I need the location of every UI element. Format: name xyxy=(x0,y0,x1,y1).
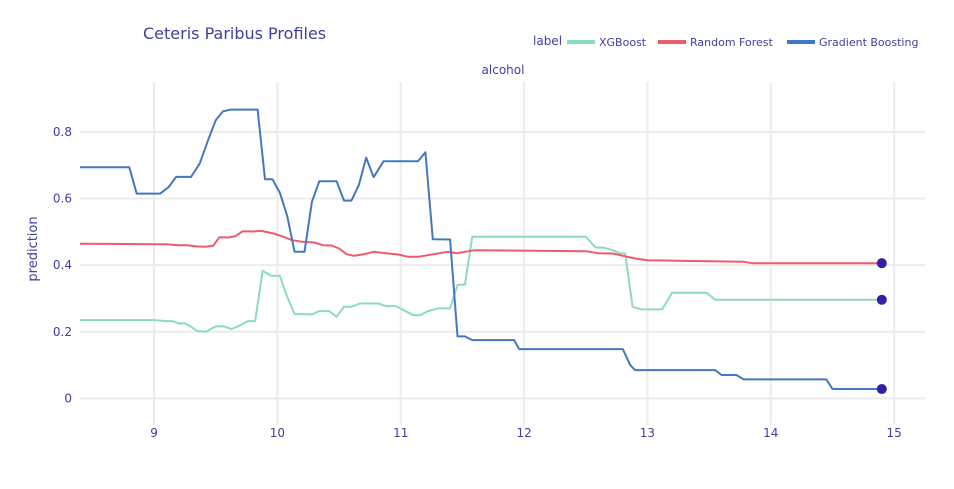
chart-title: Ceteris Paribus Profiles xyxy=(143,24,326,43)
end-marker xyxy=(876,384,887,395)
end-marker xyxy=(876,258,887,269)
grid xyxy=(80,82,925,425)
legend-item[interactable]: XGBoost xyxy=(567,36,647,49)
x-tick-label: 15 xyxy=(887,426,902,440)
x-tick-label: 10 xyxy=(270,426,285,440)
series-line xyxy=(80,108,882,390)
panel-title: alcohol xyxy=(482,63,525,77)
series-line xyxy=(80,235,882,333)
x-tick-label: 13 xyxy=(640,426,655,440)
y-axis: 0 0.2 0.4 0.6 0.8 xyxy=(53,125,72,405)
series-line xyxy=(79,229,882,265)
legend-item[interactable]: Gradient Boosting xyxy=(787,36,918,49)
legend-item[interactable]: Random Forest xyxy=(658,36,773,49)
x-tick-label: 12 xyxy=(516,426,531,440)
y-tick-label: 0 xyxy=(64,391,72,405)
x-axis: 9 10 11 12 13 14 15 xyxy=(150,426,902,440)
y-tick-label: 0.2 xyxy=(53,325,72,339)
x-tick-label: 9 xyxy=(150,426,158,440)
end-marker xyxy=(876,294,887,305)
y-tick-label: 0.4 xyxy=(53,258,72,272)
legend-label: Random Forest xyxy=(690,36,773,49)
y-tick-label: 0.6 xyxy=(53,192,72,206)
legend-label: XGBoost xyxy=(599,36,647,49)
x-tick-label: 14 xyxy=(763,426,778,440)
y-axis-title: prediction xyxy=(26,216,41,281)
end-markers xyxy=(876,258,887,395)
y-tick-label: 0.8 xyxy=(53,125,72,139)
legend[interactable]: XGBoost Random Forest Gradient Boosting xyxy=(567,36,918,49)
legend-label: Gradient Boosting xyxy=(819,36,918,49)
plot-lines xyxy=(79,108,882,390)
legend-title: label xyxy=(533,34,562,48)
x-tick-label: 11 xyxy=(393,426,408,440)
